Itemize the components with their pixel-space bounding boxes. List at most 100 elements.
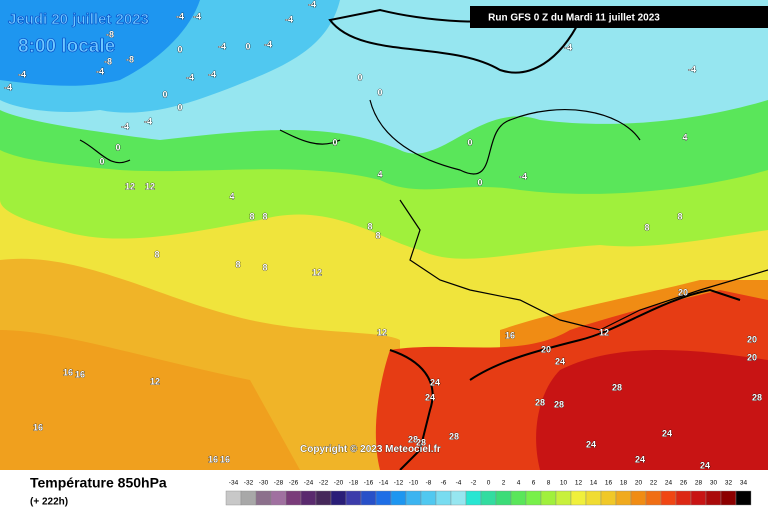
contour-label: 0 (177, 102, 182, 112)
scale-label: -14 (379, 480, 389, 487)
scale-swatch (300, 490, 317, 506)
footer-title: Température 850hPa (30, 475, 167, 491)
contour-label: 12 (312, 267, 322, 277)
scale-label: 32 (725, 480, 733, 487)
scale-swatch (540, 490, 557, 506)
scale-swatch (360, 490, 377, 506)
copyright: Copyright © 2023 Meteociel.fr (300, 444, 441, 455)
scale-swatch (285, 490, 302, 506)
contour-label: 28 (408, 434, 418, 444)
contour-label: 4 (682, 132, 687, 142)
scale-label: 14 (590, 480, 598, 487)
scale-swatch (345, 490, 362, 506)
contour-label: 24 (430, 377, 440, 387)
contour-label: 20 (541, 344, 551, 354)
contour-label: -4 (285, 14, 293, 24)
contour-label: 28 (449, 431, 459, 441)
scale-swatch (390, 490, 407, 506)
contour-label: -4 (208, 69, 216, 79)
contour-label: -4 (218, 41, 226, 51)
scale-swatch (315, 490, 332, 506)
run-info: Run GFS 0 Z du Mardi 11 juillet 2023 (488, 13, 660, 24)
contour-label: 16 (208, 454, 218, 464)
scale-swatch (645, 490, 662, 506)
scale-swatch (495, 490, 512, 506)
cold-zone (0, 0, 200, 86)
contour-label: 16 (33, 422, 43, 432)
contour-label: -4 (18, 69, 26, 79)
scale-label: -6 (441, 480, 447, 487)
scale-label: -16 (364, 480, 374, 487)
contour-label: -8 (126, 54, 134, 64)
contour-label: -4 (564, 42, 572, 52)
scale-label: 24 (665, 480, 673, 487)
scale-label: 20 (635, 480, 643, 487)
scale-label: 6 (532, 480, 536, 487)
scale-label: 18 (620, 480, 628, 487)
footer-lead: (+ 222h) (30, 497, 68, 508)
scale-swatch (375, 490, 392, 506)
contour-label: 12 (145, 181, 155, 191)
scale-swatch (555, 490, 572, 506)
scale-label: 12 (575, 480, 583, 487)
scale-swatch (735, 490, 752, 506)
scale-label: 8 (547, 480, 551, 487)
contour-label: 0 (357, 72, 362, 82)
contour-label: 0 (245, 41, 250, 51)
red-zone (536, 350, 768, 470)
scale-swatch (660, 490, 677, 506)
contour-label: 16 (75, 369, 85, 379)
contour-label: 0 (467, 137, 472, 147)
contour-label: 28 (612, 382, 622, 392)
scale-swatch (525, 490, 542, 506)
forecast-time: 8:00 locale (18, 36, 115, 57)
contour-label: -4 (193, 11, 201, 21)
scale-label: 4 (517, 480, 521, 487)
scale-label: -22 (319, 480, 329, 487)
contour-label: 12 (599, 327, 609, 337)
contour-label: 8 (249, 211, 254, 221)
contour-label: -4 (121, 121, 129, 131)
contour-label: 20 (678, 287, 688, 297)
contour-label: -4 (144, 116, 152, 126)
contour-label: 0 (162, 89, 167, 99)
contour-label: 16 (505, 330, 515, 340)
contour-label: 0 (115, 142, 120, 152)
contour-label: 28 (554, 399, 564, 409)
contour-label: -4 (519, 171, 527, 181)
contour-label: -4 (176, 11, 184, 21)
contour-label: 24 (635, 454, 645, 464)
scale-swatch (690, 490, 707, 506)
scale-label: 0 (487, 480, 491, 487)
contour-label: 0 (332, 137, 337, 147)
scale-label: -30 (259, 480, 269, 487)
scale-label: -12 (394, 480, 404, 487)
scale-label: -18 (349, 480, 359, 487)
contour-label: 0 (177, 44, 182, 54)
contour-label: 12 (377, 327, 387, 337)
scale-label: 22 (650, 480, 658, 487)
contour-label: 8 (262, 211, 267, 221)
contour-label: 16 (220, 454, 230, 464)
contour-label: 0 (477, 177, 482, 187)
contour-label: -4 (186, 72, 194, 82)
coastlines (79, 8, 768, 471)
run-banner (470, 6, 768, 28)
contour-label: 8 (262, 262, 267, 272)
scale-swatch (675, 490, 692, 506)
contour-label: 8 (235, 259, 240, 269)
scale-swatch (510, 490, 527, 506)
scale-swatch (570, 490, 587, 506)
scale-swatch (705, 490, 722, 506)
contour-label: 28 (752, 392, 762, 402)
scale-swatch (270, 490, 287, 506)
scale-swatch (630, 490, 647, 506)
contour-label: 24 (662, 428, 672, 438)
scale-label: -10 (409, 480, 419, 487)
contour-label: 8 (367, 221, 372, 231)
scale-label: 28 (695, 480, 703, 487)
contour-label: 28 (416, 437, 426, 447)
contour-label: 24 (700, 460, 710, 470)
scale-label: 34 (740, 480, 748, 487)
